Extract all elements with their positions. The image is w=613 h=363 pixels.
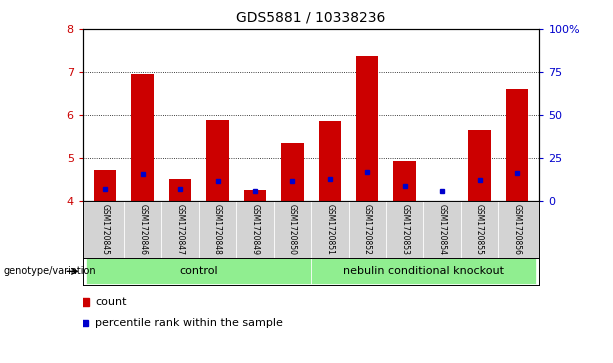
Bar (311, 258, 536, 285)
Text: genotype/variation: genotype/variation (3, 266, 96, 276)
Text: GSM1720855: GSM1720855 (475, 204, 484, 255)
Bar (94, 171, 116, 201)
Text: GSM1720846: GSM1720846 (138, 204, 147, 255)
Text: GDS5881 / 10338236: GDS5881 / 10338236 (237, 11, 386, 25)
Bar (394, 160, 416, 201)
Bar (207, 119, 229, 201)
Bar (356, 56, 378, 201)
Bar (131, 74, 154, 201)
Text: GSM1720851: GSM1720851 (326, 204, 334, 255)
Bar (506, 89, 528, 201)
Text: GSM1720854: GSM1720854 (438, 204, 447, 255)
Text: GSM1720845: GSM1720845 (101, 204, 110, 255)
Text: GSM1720850: GSM1720850 (288, 204, 297, 255)
Text: GSM1720853: GSM1720853 (400, 204, 409, 255)
Bar (319, 121, 341, 201)
Bar (468, 130, 491, 201)
Text: GSM1720856: GSM1720856 (512, 204, 522, 255)
Bar (281, 143, 303, 201)
Text: GSM1720849: GSM1720849 (251, 204, 259, 255)
Text: nebulin conditional knockout: nebulin conditional knockout (343, 266, 504, 276)
Bar (86, 258, 311, 285)
Text: GSM1720852: GSM1720852 (363, 204, 371, 255)
Bar (169, 179, 191, 201)
Text: count: count (95, 297, 127, 307)
Text: GSM1720848: GSM1720848 (213, 204, 222, 255)
Text: control: control (180, 266, 218, 276)
Bar (244, 190, 266, 201)
Text: percentile rank within the sample: percentile rank within the sample (95, 318, 283, 327)
Text: GSM1720847: GSM1720847 (175, 204, 185, 255)
